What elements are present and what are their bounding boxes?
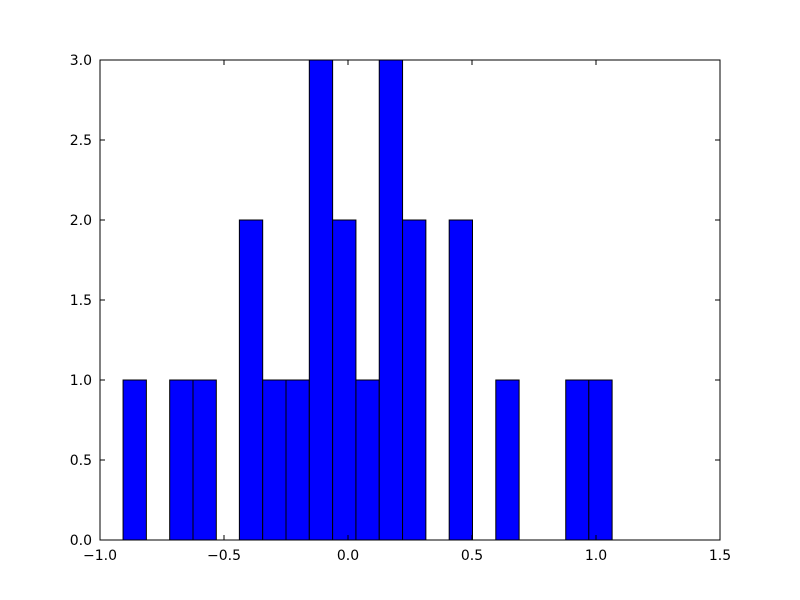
bar [122,379,147,541]
bar [495,379,520,541]
bar [378,59,404,541]
bar [262,379,287,541]
bar [238,219,264,541]
bar [355,379,380,541]
y-tick-label: 1.0 [70,373,92,389]
bar [448,219,473,541]
bar [169,379,194,541]
x-tick-label: −1.0 [83,548,117,564]
y-tick-label: 3.0 [70,53,92,69]
bar [308,59,334,541]
bar [402,219,427,541]
bar [588,379,613,541]
bar [565,379,590,541]
x-tick-label: −0.5 [207,548,241,564]
x-tick-label: 0.5 [461,548,483,564]
x-tick-label: 0.0 [337,548,359,564]
x-tick-label: 1.5 [709,548,731,564]
y-tick-label: 0.5 [70,453,92,469]
x-tick-label: 1.0 [585,548,607,564]
y-tick-label: 2.5 [70,133,92,149]
bar [332,219,357,541]
y-tick-label: 2.0 [70,213,92,229]
plot-frame [99,59,721,541]
y-tick-label: 1.5 [70,293,92,309]
y-tick-label: 0.0 [70,533,92,549]
bar [285,379,310,541]
bar [192,379,217,541]
